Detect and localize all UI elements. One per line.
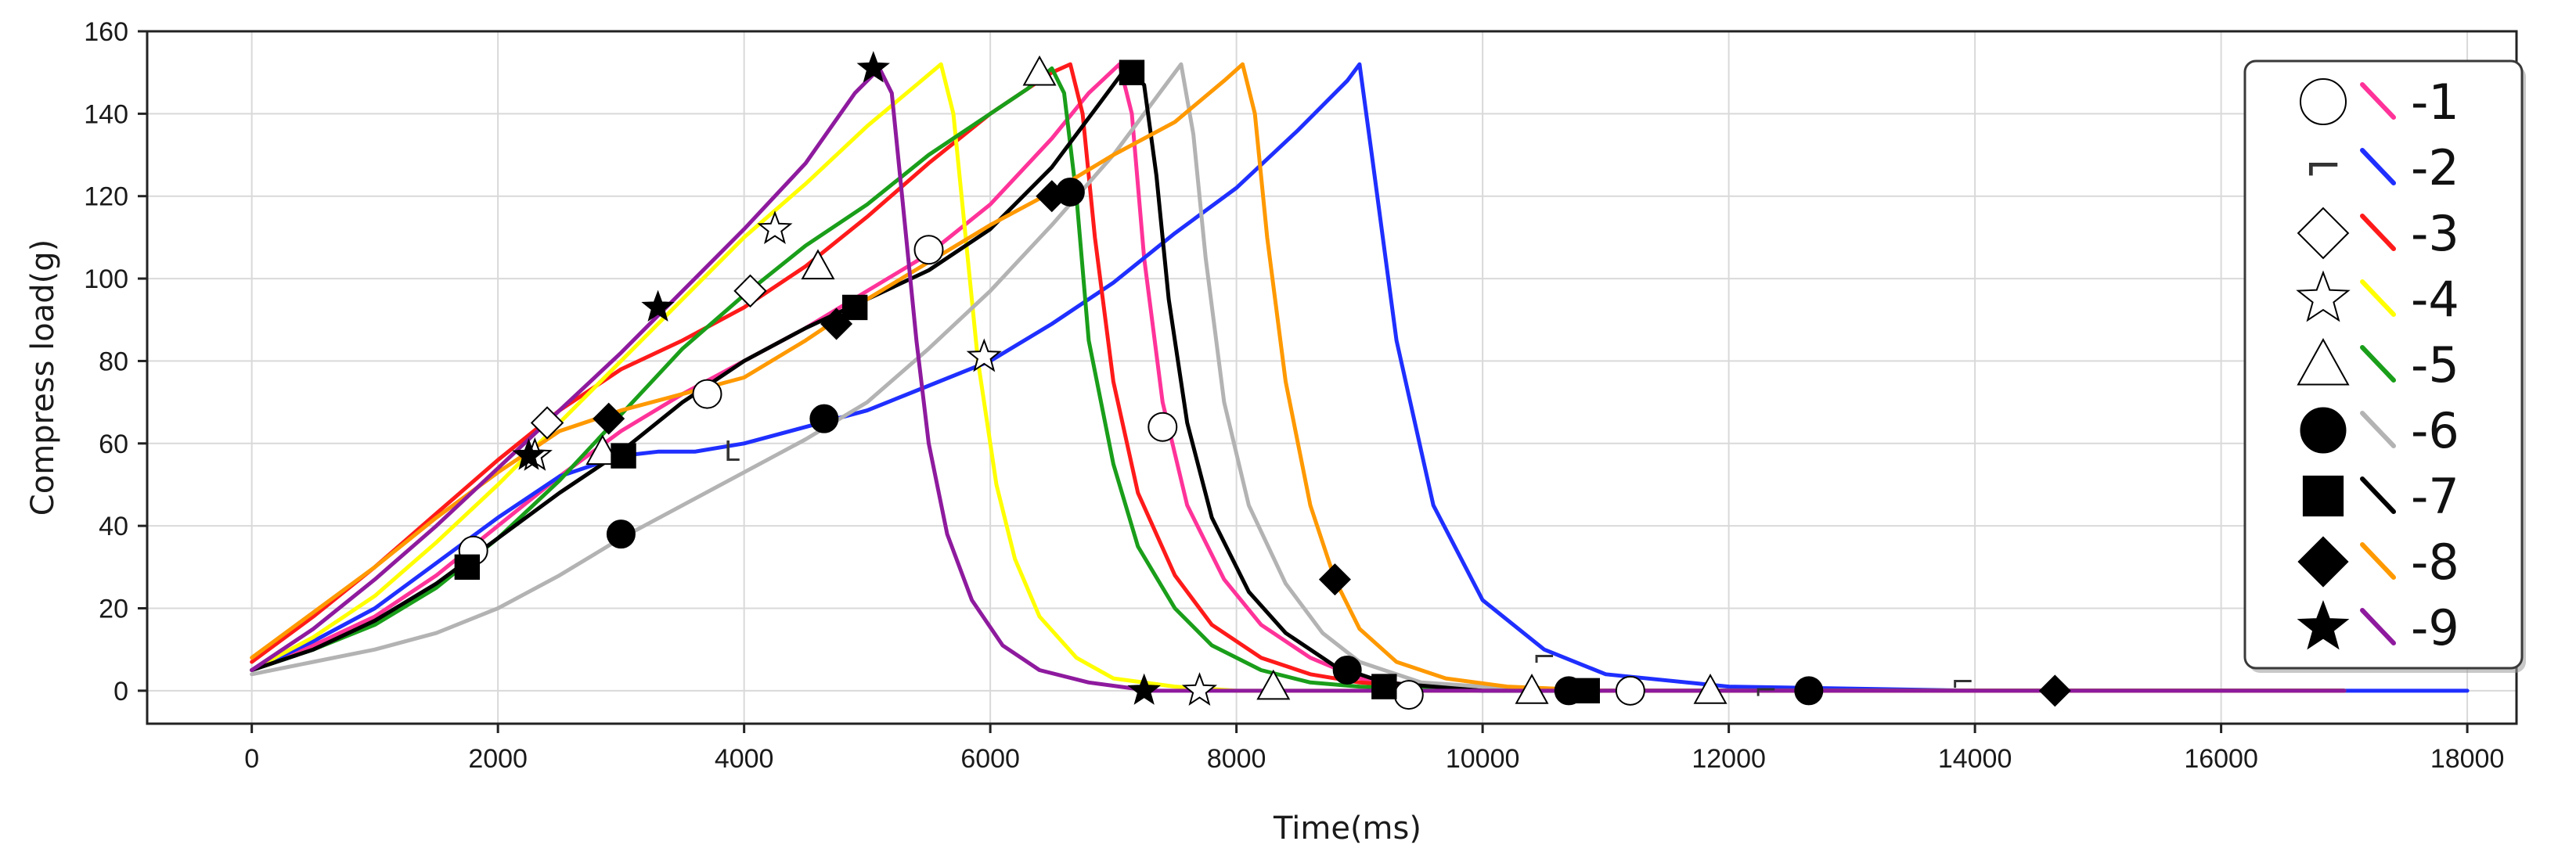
marker-triangle-open: [801, 249, 835, 280]
legend-label-4: -4: [2411, 271, 2459, 328]
x-tick-label: 16000: [2184, 744, 2258, 774]
y-tick-label: 0: [113, 677, 128, 706]
marker-circle-open: [1615, 675, 1645, 706]
marker-circle-open: [1147, 412, 1178, 442]
legend: -1 ⌐ -2 -3 -4 -5 -6 -7 -8 -9: [2243, 59, 2526, 673]
plot-area: [147, 31, 2517, 724]
y-tick-label: 140: [84, 99, 128, 129]
marker-square: [611, 443, 636, 469]
legend-label-6: -6: [2411, 402, 2459, 459]
series-line-8: [250, 62, 2347, 693]
series-markers: L ⌐ ⌐ ⌐: [454, 51, 2071, 710]
legend-swatch-5: [2360, 345, 2396, 383]
y-tick-label: 80: [99, 347, 128, 376]
y-tick-label: 40: [99, 512, 128, 541]
marker-star-open: [757, 210, 793, 245]
legend-swatch-8: [2360, 542, 2396, 580]
marker-circle: [1332, 656, 1362, 685]
x-tick-label: 14000: [1938, 744, 2012, 774]
marker-diamond: [820, 307, 853, 340]
legend-swatch-6: [2360, 411, 2396, 448]
plot-background: [147, 31, 2517, 724]
x-tick-label: 18000: [2430, 744, 2505, 774]
marker-circle-open: [913, 235, 944, 265]
marker-star-open: [1181, 672, 1218, 706]
marker-square: [1574, 678, 1600, 704]
marker-star: [856, 51, 890, 83]
y-tick-label: 60: [99, 430, 128, 459]
marker-circle: [1794, 676, 1824, 706]
legend-box: [2243, 59, 2524, 670]
marker-star: [512, 438, 546, 470]
marker-dash: ⌐: [1533, 642, 1556, 674]
x-tick-label: 6000: [960, 744, 1020, 774]
x-tick-label: 8000: [1207, 744, 1266, 774]
x-axis-title: Time(ms): [1273, 811, 1421, 847]
axis-ticks: 0 2000 4000 6000 8000 10000 12000 14000 16000 180…: [84, 17, 2504, 774]
legend-label-1: -1: [2411, 74, 2459, 131]
legend-label-2: -2: [2411, 139, 2459, 196]
marker-dash: ⌐: [1951, 667, 1974, 699]
marker-diamond-open: [2297, 207, 2350, 260]
marker-triangle-open: [1515, 673, 1549, 704]
x-tick-label: 4000: [715, 744, 774, 774]
marker-dash: ⌐: [2304, 140, 2343, 193]
series-lines: [250, 62, 2470, 693]
legend-swatch-2: [2360, 148, 2396, 185]
grid-lines: [147, 31, 2517, 724]
marker-diamond: [593, 402, 625, 435]
marker-square: [841, 294, 868, 321]
marker-square: [2302, 475, 2344, 517]
marker-diamond: [2297, 536, 2349, 588]
x-tick-label: 12000: [1692, 744, 1766, 774]
y-tick-label: 120: [84, 182, 128, 212]
marker-dash: L: [724, 436, 740, 468]
marker-circle-open: [1393, 680, 1424, 710]
marker-diamond: [2038, 674, 2071, 707]
marker-triangle-open: [1693, 673, 1728, 704]
marker-square: [1371, 674, 1397, 699]
marker-triangle-open: [1022, 55, 1057, 86]
series-line-6: [250, 62, 2347, 693]
marker-star-open: [966, 338, 1002, 372]
legend-label-8: -8: [2411, 534, 2459, 591]
x-tick-label: 10000: [1446, 744, 1520, 774]
legend-label-9: -9: [2411, 599, 2459, 656]
marker-star: [1127, 673, 1161, 705]
marker-star-open: [2296, 270, 2351, 322]
marker-circle: [606, 519, 636, 549]
marker-star: [641, 289, 675, 322]
marker-circle: [809, 404, 839, 433]
legend-swatch-4: [2360, 279, 2396, 317]
legend-label-7: -7: [2411, 468, 2459, 525]
y-axis-title: Compress load(g): [25, 239, 61, 516]
legend-swatch-3: [2360, 214, 2396, 251]
legend-label-5: -5: [2411, 336, 2459, 394]
legend-swatch-7: [2360, 476, 2396, 514]
x-tick-label: 2000: [468, 744, 528, 774]
marker-star: [2297, 599, 2350, 650]
y-tick-label: 20: [99, 595, 128, 624]
legend-label-3: -3: [2411, 205, 2459, 262]
marker-circle-open: [692, 379, 722, 409]
marker-triangle-open: [1256, 669, 1291, 700]
marker-square: [1119, 59, 1145, 85]
x-tick-label: 0: [244, 744, 259, 774]
marker-dash: ⌐: [1754, 674, 1778, 706]
marker-square: [454, 554, 481, 581]
marker-triangle-open: [2297, 338, 2350, 386]
marker-diamond: [1318, 563, 1351, 596]
y-tick-label: 160: [84, 17, 128, 47]
marker-diamond-open: [530, 406, 564, 440]
legend-swatch-9: [2360, 608, 2396, 645]
marker-circle-open: [2300, 78, 2347, 125]
series-line-2: [250, 62, 2470, 693]
marker-circle: [2300, 407, 2347, 454]
y-tick-label: 100: [84, 264, 128, 294]
marker-triangle-open: [585, 434, 620, 466]
marker-diamond-open: [733, 274, 767, 308]
legend-swatch-1: [2360, 82, 2396, 120]
marker-diamond: [1036, 180, 1068, 213]
